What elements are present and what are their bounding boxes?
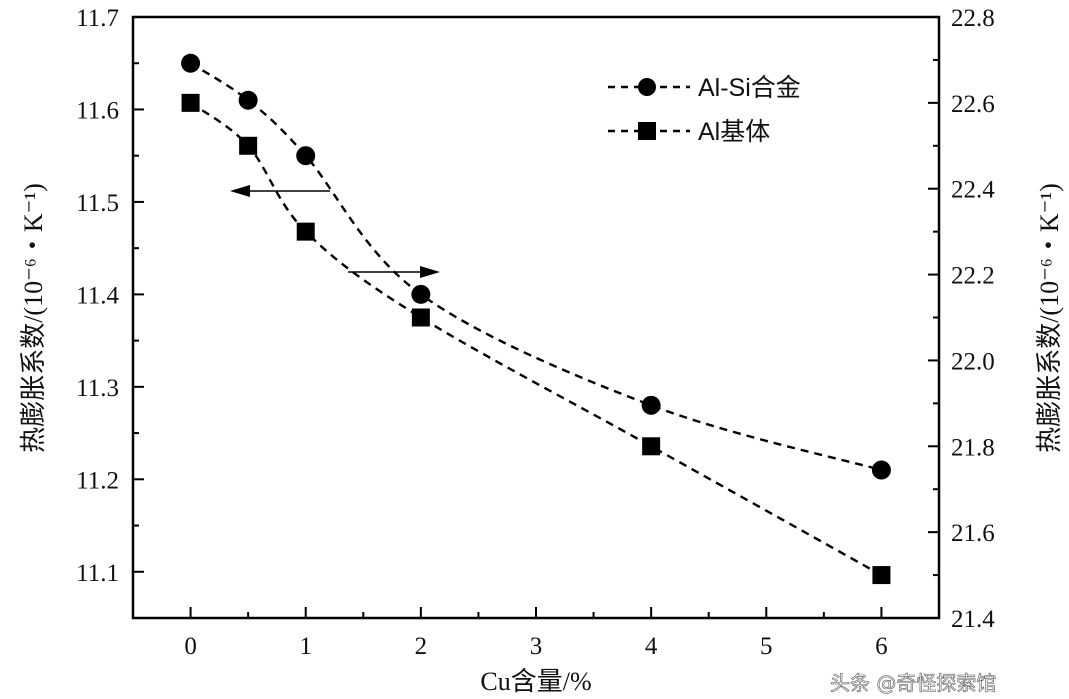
watermark: 头条 @奇怪探索馆 bbox=[830, 671, 996, 695]
y-right-tick-label: 22.6 bbox=[951, 91, 995, 118]
x-tick-label: 6 bbox=[875, 633, 888, 660]
y-right-tick-label: 22.0 bbox=[951, 348, 995, 375]
legend: Al-Si合金 Al基体 bbox=[608, 74, 801, 146]
data-point-circle bbox=[641, 395, 661, 415]
y-left-tick-label: 11.2 bbox=[76, 467, 119, 494]
y-axis-title-left: 热膨胀系数/(10⁻⁶・K⁻¹) bbox=[19, 183, 48, 453]
data-point-circle bbox=[238, 90, 258, 110]
x-tick-label: 3 bbox=[530, 633, 543, 660]
data-point-square bbox=[872, 566, 891, 585]
y-right-tick-label: 22.8 bbox=[951, 5, 995, 32]
y-axis-title-right: 热膨胀系数/(10⁻⁶・K⁻¹) bbox=[1035, 183, 1064, 453]
left-arrow-head bbox=[230, 185, 250, 197]
series-line-0 bbox=[189, 62, 882, 472]
x-tick-label: 5 bbox=[760, 633, 773, 660]
data-point-square bbox=[642, 437, 661, 456]
legend-label-alsi: Al-Si合金 bbox=[698, 74, 801, 102]
data-point-square bbox=[181, 93, 200, 112]
y-right-tick-label: 21.8 bbox=[951, 434, 995, 461]
data-point-circle bbox=[871, 460, 891, 480]
data-point-circle bbox=[411, 284, 431, 304]
data-point-square bbox=[411, 308, 430, 327]
y-right-tick-label: 21.6 bbox=[951, 520, 995, 547]
y-left-tick-label: 11.4 bbox=[76, 282, 119, 309]
x-tick-label: 2 bbox=[415, 633, 428, 660]
x-tick-label: 1 bbox=[299, 633, 312, 660]
y-left-tick-label: 11.1 bbox=[76, 560, 119, 587]
y-right-tick-label: 22.2 bbox=[951, 263, 995, 290]
y-left-tick-label: 11.6 bbox=[76, 97, 119, 124]
x-tick-label: 4 bbox=[645, 633, 658, 660]
y-left-tick-label: 11.3 bbox=[76, 375, 119, 402]
legend-marker-circle bbox=[638, 78, 656, 96]
legend-marker-square bbox=[638, 122, 656, 140]
y-right-tick-label: 22.4 bbox=[951, 177, 995, 204]
axis-indicator-arrows bbox=[230, 185, 440, 278]
ticks: 0 1 2 3 4 5 6 11.1 11.2 11.3 11.4 11.5 11.6 11.7 21.4 2… bbox=[76, 5, 995, 660]
y-right-tick-label: 21.4 bbox=[951, 606, 995, 633]
data-point-square bbox=[296, 222, 315, 241]
data-point-circle bbox=[181, 53, 201, 73]
x-tick-label: 0 bbox=[184, 633, 197, 660]
data-point-square bbox=[239, 136, 258, 155]
data-point-circle bbox=[296, 146, 316, 166]
y-left-tick-label: 11.7 bbox=[76, 5, 119, 32]
series-line-1 bbox=[189, 101, 883, 577]
legend-label-al: Al基体 bbox=[698, 118, 770, 146]
series bbox=[181, 53, 891, 585]
y-left-tick-label: 11.5 bbox=[76, 190, 119, 217]
x-axis-title: Cu含量/% bbox=[480, 667, 591, 696]
right-arrow-head bbox=[420, 266, 440, 278]
